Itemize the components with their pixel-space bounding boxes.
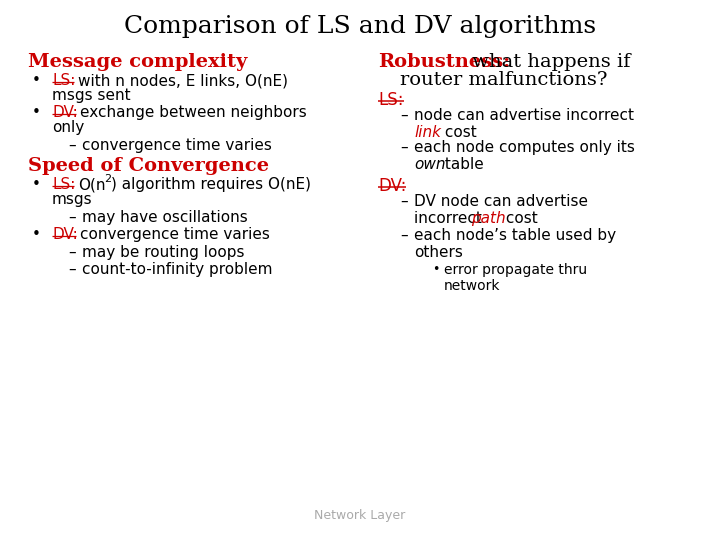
Text: node can advertise incorrect: node can advertise incorrect	[414, 108, 634, 123]
Text: msgs sent: msgs sent	[52, 88, 130, 103]
Text: –: –	[68, 245, 76, 260]
Text: with n nodes, E links, O(nE): with n nodes, E links, O(nE)	[78, 73, 288, 88]
Text: LS:: LS:	[52, 73, 76, 88]
Text: each node’s table used by: each node’s table used by	[414, 228, 616, 243]
Text: –: –	[400, 140, 408, 155]
Text: cost: cost	[440, 125, 477, 140]
Text: DV:: DV:	[52, 227, 78, 242]
Text: ) algorithm requires O(nE): ) algorithm requires O(nE)	[111, 177, 311, 192]
Text: DV:: DV:	[378, 177, 406, 195]
Text: DV:: DV:	[52, 105, 78, 120]
Text: Robustness:: Robustness:	[378, 53, 510, 71]
Text: Speed of Convergence: Speed of Convergence	[28, 157, 269, 175]
Text: count-to-infinity problem: count-to-infinity problem	[82, 262, 272, 277]
Text: own: own	[414, 157, 446, 172]
Text: table: table	[440, 157, 484, 172]
Text: convergence time varies: convergence time varies	[82, 138, 272, 153]
Text: each node computes only its: each node computes only its	[414, 140, 635, 155]
Text: incorrect: incorrect	[414, 211, 487, 226]
Text: others: others	[414, 245, 463, 260]
Text: –: –	[400, 228, 408, 243]
Text: may be routing loops: may be routing loops	[82, 245, 245, 260]
Text: msgs: msgs	[52, 192, 93, 207]
Text: Comparison of LS and DV algorithms: Comparison of LS and DV algorithms	[124, 15, 596, 38]
Text: convergence time varies: convergence time varies	[80, 227, 270, 242]
Text: LS:: LS:	[52, 177, 76, 192]
Text: may have oscillations: may have oscillations	[82, 210, 248, 225]
Text: Network Layer: Network Layer	[315, 509, 405, 522]
Text: link: link	[414, 125, 441, 140]
Text: LS:: LS:	[378, 91, 403, 109]
Text: router malfunctions?: router malfunctions?	[400, 71, 608, 89]
Text: Message complexity: Message complexity	[28, 53, 248, 71]
Text: •: •	[32, 177, 41, 192]
Text: error propagate thru: error propagate thru	[444, 263, 587, 277]
Text: •: •	[432, 263, 439, 276]
Text: DV node can advertise: DV node can advertise	[414, 194, 588, 209]
Text: –: –	[68, 210, 76, 225]
Text: –: –	[68, 262, 76, 277]
Text: path: path	[471, 211, 505, 226]
Text: –: –	[68, 138, 76, 153]
Text: network: network	[444, 279, 500, 293]
Text: exchange between neighbors: exchange between neighbors	[80, 105, 307, 120]
Text: •: •	[32, 105, 41, 120]
Text: cost: cost	[501, 211, 538, 226]
Text: O(n: O(n	[78, 177, 106, 192]
Text: •: •	[32, 73, 41, 88]
Text: –: –	[400, 194, 408, 209]
Text: •: •	[32, 227, 41, 242]
Text: –: –	[400, 108, 408, 123]
Text: 2: 2	[104, 174, 111, 184]
Text: only: only	[52, 120, 84, 135]
Text: what happens if: what happens if	[466, 53, 631, 71]
